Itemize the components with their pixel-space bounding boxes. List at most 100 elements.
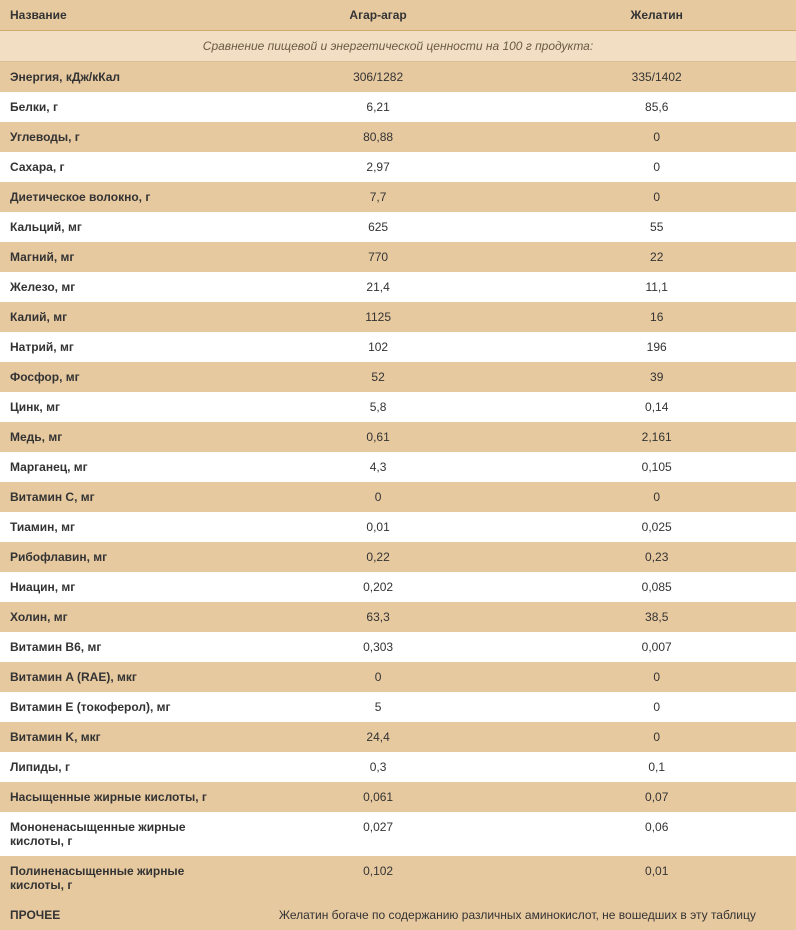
row-name: Калий, мг bbox=[0, 302, 239, 332]
table-row: Мононенасыщенные жирные кислоты, г0,0270… bbox=[0, 812, 796, 856]
table-row: Диетическое волокно, г7,70 bbox=[0, 182, 796, 212]
row-value-gelatin: 0,007 bbox=[517, 632, 796, 662]
row-value-gelatin: 0,07 bbox=[517, 782, 796, 812]
row-value-gelatin: 0 bbox=[517, 182, 796, 212]
row-name: Полиненасыщенные жирные кислоты, г bbox=[0, 856, 239, 900]
row-name: Ниацин, мг bbox=[0, 572, 239, 602]
comparison-table: Название Агар-агар Желатин Сравнение пищ… bbox=[0, 0, 796, 930]
row-value-gelatin: 0 bbox=[517, 482, 796, 512]
row-value-agar: 0,01 bbox=[239, 512, 518, 542]
row-value-agar: 770 bbox=[239, 242, 518, 272]
row-name: Углеводы, г bbox=[0, 122, 239, 152]
table-row: Цинк, мг5,80,14 bbox=[0, 392, 796, 422]
footer-note: Желатин богаче по содержанию различных а… bbox=[239, 900, 796, 930]
row-value-gelatin: 0 bbox=[517, 122, 796, 152]
row-value-agar: 24,4 bbox=[239, 722, 518, 752]
row-name: Магний, мг bbox=[0, 242, 239, 272]
row-value-agar: 306/1282 bbox=[239, 62, 518, 93]
table-row: Фосфор, мг5239 bbox=[0, 362, 796, 392]
row-name: Натрий, мг bbox=[0, 332, 239, 362]
row-name: Цинк, мг bbox=[0, 392, 239, 422]
row-value-gelatin: 0,1 bbox=[517, 752, 796, 782]
table-row: Сахара, г2,970 bbox=[0, 152, 796, 182]
row-value-gelatin: 0,025 bbox=[517, 512, 796, 542]
row-value-agar: 5 bbox=[239, 692, 518, 722]
row-name: Рибофлавин, мг bbox=[0, 542, 239, 572]
section-row: Сравнение пищевой и энергетической ценно… bbox=[0, 31, 796, 62]
row-name: Кальций, мг bbox=[0, 212, 239, 242]
row-name: Витамин E (токоферол), мг bbox=[0, 692, 239, 722]
row-value-agar: 0,303 bbox=[239, 632, 518, 662]
row-value-gelatin: 0,105 bbox=[517, 452, 796, 482]
row-value-gelatin: 0,085 bbox=[517, 572, 796, 602]
row-name: Фосфор, мг bbox=[0, 362, 239, 392]
row-name: Витамин C, мг bbox=[0, 482, 239, 512]
table-row: Магний, мг77022 bbox=[0, 242, 796, 272]
header-row: Название Агар-агар Желатин bbox=[0, 0, 796, 31]
table-row: Насыщенные жирные кислоты, г0,0610,07 bbox=[0, 782, 796, 812]
row-value-agar: 102 bbox=[239, 332, 518, 362]
row-name: Насыщенные жирные кислоты, г bbox=[0, 782, 239, 812]
table-row: Белки, г6,2185,6 bbox=[0, 92, 796, 122]
header-col1: Агар-агар bbox=[239, 0, 518, 31]
row-value-agar: 0,061 bbox=[239, 782, 518, 812]
row-value-gelatin: 11,1 bbox=[517, 272, 796, 302]
row-value-gelatin: 0 bbox=[517, 722, 796, 752]
row-value-gelatin: 38,5 bbox=[517, 602, 796, 632]
row-name: Сахара, г bbox=[0, 152, 239, 182]
row-name: Витамин B6, мг bbox=[0, 632, 239, 662]
row-name: Диетическое волокно, г bbox=[0, 182, 239, 212]
row-value-gelatin: 0,06 bbox=[517, 812, 796, 856]
row-value-gelatin: 39 bbox=[517, 362, 796, 392]
table-row: Витамин K, мкг24,40 bbox=[0, 722, 796, 752]
table-row: Кальций, мг62555 bbox=[0, 212, 796, 242]
row-value-gelatin: 85,6 bbox=[517, 92, 796, 122]
row-value-gelatin: 0 bbox=[517, 152, 796, 182]
header-col2: Желатин bbox=[517, 0, 796, 31]
row-value-gelatin: 2,161 bbox=[517, 422, 796, 452]
footer-label: ПРОЧЕЕ bbox=[0, 900, 239, 930]
table-row: Марганец, мг4,30,105 bbox=[0, 452, 796, 482]
row-value-agar: 0,22 bbox=[239, 542, 518, 572]
row-value-agar: 0,102 bbox=[239, 856, 518, 900]
row-value-gelatin: 0,23 bbox=[517, 542, 796, 572]
row-value-agar: 0,202 bbox=[239, 572, 518, 602]
table-row: Витамин B6, мг0,3030,007 bbox=[0, 632, 796, 662]
table-row: Рибофлавин, мг0,220,23 bbox=[0, 542, 796, 572]
table-row: Натрий, мг102196 bbox=[0, 332, 796, 362]
row-value-agar: 0,61 bbox=[239, 422, 518, 452]
table-row: Витамин E (токоферол), мг50 bbox=[0, 692, 796, 722]
comparison-table-wrap: Название Агар-агар Желатин Сравнение пищ… bbox=[0, 0, 796, 930]
table-row: Витамин C, мг00 bbox=[0, 482, 796, 512]
row-name: Железо, мг bbox=[0, 272, 239, 302]
row-name: Холин, мг bbox=[0, 602, 239, 632]
row-name: Липиды, г bbox=[0, 752, 239, 782]
row-value-agar: 1125 bbox=[239, 302, 518, 332]
row-name: Витамин K, мкг bbox=[0, 722, 239, 752]
row-value-gelatin: 335/1402 bbox=[517, 62, 796, 93]
footer-row: ПРОЧЕЕ Желатин богаче по содержанию разл… bbox=[0, 900, 796, 930]
row-name: Мононенасыщенные жирные кислоты, г bbox=[0, 812, 239, 856]
table-row: Полиненасыщенные жирные кислоты, г0,1020… bbox=[0, 856, 796, 900]
row-name: Марганец, мг bbox=[0, 452, 239, 482]
row-value-agar: 0 bbox=[239, 482, 518, 512]
row-name: Медь, мг bbox=[0, 422, 239, 452]
row-value-agar: 63,3 bbox=[239, 602, 518, 632]
row-value-agar: 21,4 bbox=[239, 272, 518, 302]
row-value-agar: 625 bbox=[239, 212, 518, 242]
table-row: Тиамин, мг0,010,025 bbox=[0, 512, 796, 542]
row-value-gelatin: 0 bbox=[517, 692, 796, 722]
table-row: Энергия, кДж/кКал306/1282335/1402 bbox=[0, 62, 796, 93]
row-value-gelatin: 0,01 bbox=[517, 856, 796, 900]
row-value-agar: 5,8 bbox=[239, 392, 518, 422]
row-name: Белки, г bbox=[0, 92, 239, 122]
row-value-agar: 6,21 bbox=[239, 92, 518, 122]
row-value-gelatin: 0 bbox=[517, 662, 796, 692]
row-value-gelatin: 0,14 bbox=[517, 392, 796, 422]
row-value-agar: 52 bbox=[239, 362, 518, 392]
table-body: Сравнение пищевой и энергетической ценно… bbox=[0, 31, 796, 901]
row-value-agar: 0,027 bbox=[239, 812, 518, 856]
table-row: Железо, мг21,411,1 bbox=[0, 272, 796, 302]
row-name: Энергия, кДж/кКал bbox=[0, 62, 239, 93]
row-value-agar: 2,97 bbox=[239, 152, 518, 182]
